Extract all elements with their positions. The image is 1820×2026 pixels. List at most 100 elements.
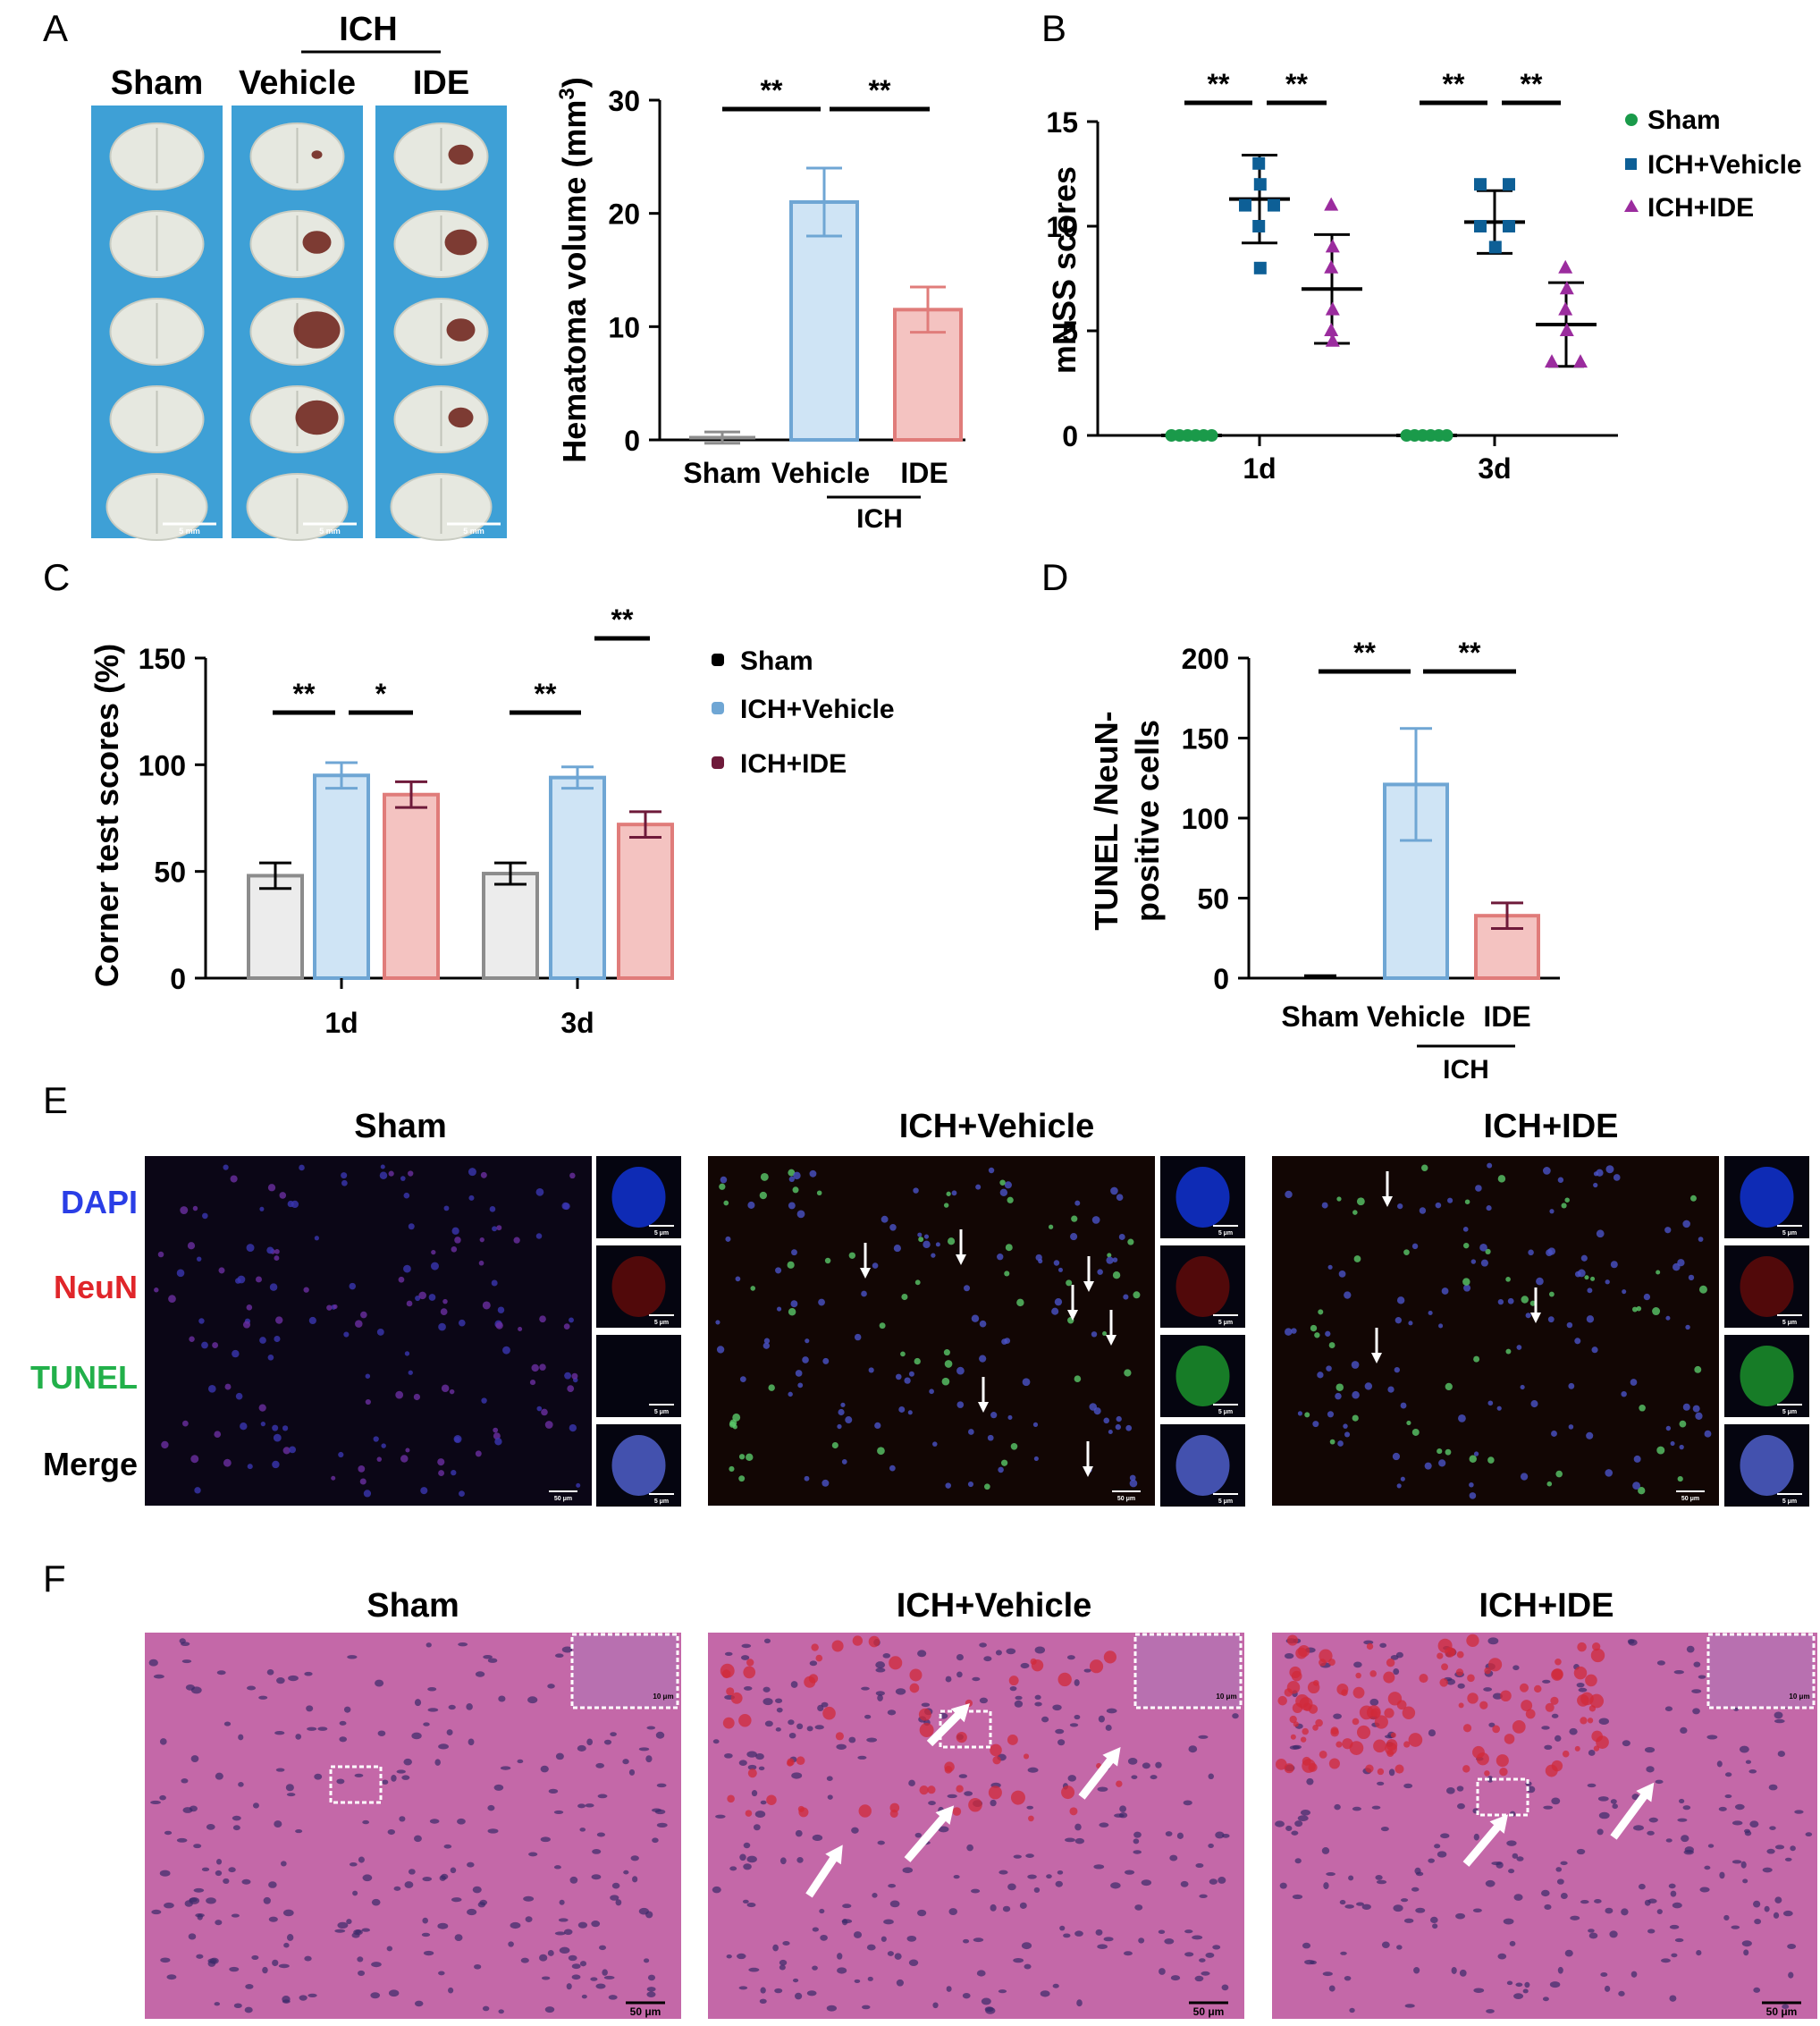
red-blood-cell	[1496, 1754, 1509, 1768]
x-tick-label: 3d	[560, 1007, 594, 1039]
cell-nucleus	[1447, 1197, 1453, 1203]
red-blood-cell	[1573, 1666, 1588, 1680]
he-nucleus	[628, 1769, 636, 1776]
x-tick-label: Sham	[1281, 1000, 1359, 1033]
he-nucleus	[1009, 1686, 1017, 1692]
cell-nucleus	[788, 1391, 793, 1397]
cell-nucleus	[1421, 1164, 1428, 1171]
he-nucleus	[826, 1776, 833, 1781]
he-nucleus	[1083, 1668, 1091, 1673]
he-nucleus	[1133, 1831, 1142, 1838]
he-nucleus	[1457, 1802, 1465, 1810]
he-nucleus	[1192, 1935, 1203, 1940]
he-nucleus	[1155, 1761, 1162, 1769]
he-nucleus	[1734, 1803, 1745, 1811]
he-nucleus	[1724, 1772, 1732, 1777]
cell-nucleus	[1321, 1202, 1328, 1209]
he-nucleus	[1472, 1908, 1482, 1913]
he-nucleus	[1110, 1882, 1121, 1889]
cell-nucleus	[438, 1470, 445, 1477]
cell-nucleus	[1536, 1277, 1544, 1286]
he-nucleus	[1588, 1929, 1595, 1933]
he-nucleus	[1598, 1811, 1610, 1819]
he-nucleus	[1024, 1963, 1032, 1970]
he-nucleus	[375, 1679, 384, 1687]
cell-nucleus	[403, 1192, 410, 1199]
sham-point	[1205, 429, 1218, 442]
cell-nucleus	[917, 1232, 923, 1237]
he-nucleus	[151, 1909, 162, 1915]
vehicle-point	[1253, 261, 1267, 274]
red-blood-cell	[1312, 1725, 1319, 1731]
cell-nucleus	[1007, 1196, 1014, 1203]
he-nucleus	[1377, 1781, 1385, 1785]
he-nucleus	[1648, 1817, 1658, 1823]
he-nucleus	[1055, 1880, 1063, 1887]
he-nucleus	[336, 1778, 345, 1785]
he-nucleus	[1063, 1933, 1071, 1938]
he-nucleus	[1731, 1925, 1740, 1929]
he-nucleus	[1597, 1828, 1604, 1836]
cell-nucleus	[861, 1290, 867, 1297]
he-title: Sham	[367, 1587, 459, 1625]
he-nucleus	[953, 1874, 960, 1879]
he-nucleus	[193, 1887, 205, 1893]
cell-nucleus	[569, 1172, 576, 1179]
he-nucleus	[498, 2009, 504, 2014]
cell-nucleus	[1328, 1342, 1336, 1348]
he-nucleus	[1428, 1858, 1435, 1863]
he-nucleus	[806, 1726, 813, 1732]
cell-nucleus	[341, 1179, 348, 1186]
cell-nucleus	[1622, 1289, 1627, 1295]
cell-nucleus	[881, 1215, 889, 1223]
cell-nucleus	[237, 1275, 246, 1284]
ide-point	[1325, 301, 1340, 316]
ich-group-label: ICH	[856, 504, 903, 534]
cell-nucleus	[196, 1256, 202, 1262]
legend-label: ICH+Vehicle	[740, 695, 895, 724]
he-nucleus	[539, 1954, 548, 1962]
significance-label: **	[761, 74, 783, 106]
inset-scale-label: 10 μm	[1216, 1693, 1236, 1701]
cell-nucleus	[716, 1346, 725, 1354]
red-blood-cell	[1562, 1750, 1570, 1758]
he-nucleus	[1656, 1909, 1663, 1914]
he-nucleus	[388, 1989, 400, 1997]
he-nucleus	[1158, 1929, 1166, 1935]
he-nucleus	[1509, 1940, 1516, 1946]
he-nucleus	[559, 1946, 570, 1954]
cell-nucleus	[563, 1323, 570, 1330]
cell-nucleus	[1325, 1330, 1331, 1337]
red-blood-cell	[1441, 1663, 1448, 1671]
significance-label: **	[611, 604, 634, 636]
cell-nucleus	[1695, 1412, 1703, 1420]
he-nucleus	[759, 1998, 767, 2005]
he-nucleus	[528, 1852, 538, 1857]
cell-nucleus	[1685, 1324, 1690, 1330]
cell-nucleus	[914, 1279, 921, 1286]
panel-letter-a: A	[43, 7, 68, 49]
he-nucleus	[1512, 1665, 1520, 1671]
he-nucleus	[1105, 1725, 1112, 1731]
he-nucleus	[1506, 1980, 1513, 1986]
cell-nucleus	[224, 1383, 232, 1390]
cell-nucleus	[935, 1242, 940, 1247]
he-nucleus	[1294, 1820, 1303, 1828]
cell-nucleus	[189, 1336, 195, 1342]
he-nucleus	[853, 1931, 863, 1938]
cell-nucleus	[984, 1483, 990, 1490]
he-nucleus	[763, 1698, 773, 1706]
he-nucleus	[1321, 1847, 1330, 1854]
he-nucleus	[1142, 1762, 1150, 1769]
cell-nucleus	[326, 1304, 333, 1311]
he-nucleus	[278, 1963, 290, 1969]
selection-box	[1476, 1777, 1529, 1817]
he-nucleus	[1503, 1918, 1514, 1925]
he-nucleus	[630, 1855, 639, 1861]
cell-nucleus	[303, 1287, 309, 1293]
red-blood-cell	[1521, 1700, 1533, 1712]
he-nucleus	[638, 1747, 650, 1752]
red-blood-cell	[1336, 1741, 1343, 1748]
cell-nucleus	[719, 1183, 726, 1190]
he-nucleus	[1440, 1833, 1450, 1839]
